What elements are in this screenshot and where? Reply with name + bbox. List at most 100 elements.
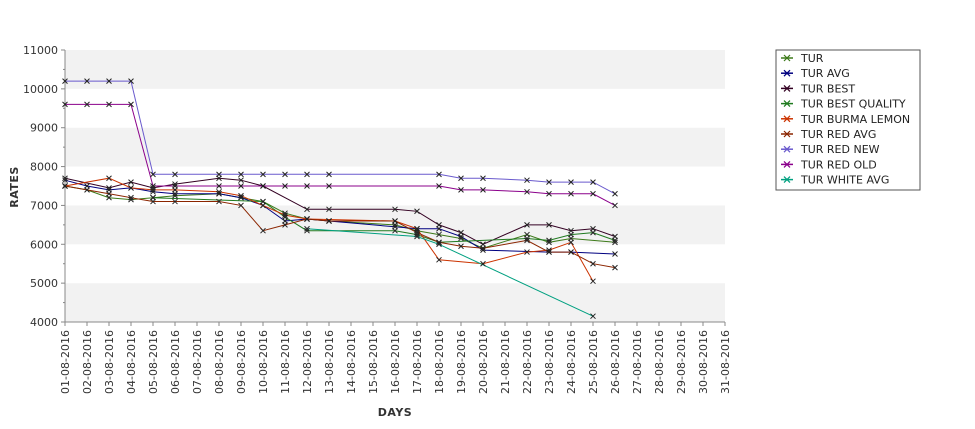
x-tick-label: 31-08-2016	[719, 330, 732, 394]
point-marker-stroke	[568, 239, 574, 246]
data-point	[304, 171, 310, 178]
x-tick-label: 13-08-2016	[323, 330, 336, 394]
data-point	[84, 101, 90, 108]
point-marker-stroke	[392, 218, 398, 224]
point-marker-stroke	[128, 194, 134, 201]
data-point	[546, 237, 552, 244]
point-marker-stroke	[84, 101, 90, 108]
y-tick-label: 7000	[30, 199, 58, 212]
legend-box	[775, 49, 921, 191]
data-point	[282, 183, 288, 189]
plot-band	[65, 244, 725, 284]
data-point	[524, 235, 530, 242]
point-marker-stroke	[128, 101, 134, 108]
point-marker-stroke	[524, 177, 530, 184]
data-point	[216, 190, 222, 197]
y-axis-title: RATES	[8, 166, 21, 208]
data-point	[238, 192, 244, 199]
data-point	[568, 179, 574, 185]
point-marker-stroke	[590, 179, 596, 185]
data-point	[62, 177, 68, 184]
legend-swatch-marker	[783, 69, 791, 77]
x-tick-label: 24-08-2016	[565, 330, 578, 394]
x-tick-label: 21-08-2016	[499, 330, 512, 394]
point-marker-stroke	[304, 225, 310, 232]
data-point	[568, 231, 574, 238]
y-tick-label: 10000	[23, 83, 58, 96]
legend-item: TUR BEST	[781, 82, 855, 95]
point-marker-stroke	[436, 241, 442, 248]
point-marker-stroke	[84, 183, 90, 189]
point-marker-stroke	[216, 183, 222, 189]
point-marker-stroke	[612, 202, 618, 209]
data-point	[150, 183, 156, 189]
legend-label: TUR AVG	[800, 67, 850, 80]
data-point	[238, 202, 244, 209]
point-marker-stroke	[546, 247, 552, 253]
data-point	[546, 179, 552, 185]
data-point	[414, 233, 420, 240]
point-marker-stroke	[238, 183, 244, 189]
point-marker-stroke	[392, 206, 398, 213]
data-point	[326, 171, 332, 178]
legend-label: TUR BURMA LEMON	[800, 113, 910, 126]
point-marker-stroke	[612, 237, 618, 244]
data-point	[238, 183, 244, 189]
point-marker-stroke	[62, 101, 68, 108]
x-tick-label: 17-08-2016	[411, 330, 424, 394]
legend-swatch-marker	[783, 115, 791, 123]
data-point	[480, 245, 486, 252]
point-marker-stroke	[172, 171, 178, 178]
series-line	[152, 197, 616, 243]
data-point	[128, 194, 134, 201]
data-point	[62, 78, 68, 84]
data-point	[84, 183, 90, 189]
x-tick-label: 27-08-2016	[631, 330, 644, 394]
point-marker-stroke	[480, 245, 486, 252]
legend-swatch-marker	[783, 54, 791, 62]
point-marker-stroke	[62, 175, 68, 182]
data-point	[458, 243, 464, 250]
data-point	[326, 183, 332, 189]
point-marker-stroke	[304, 227, 310, 234]
point-marker-stroke	[458, 235, 464, 242]
x-tick-label: 04-08-2016	[125, 330, 138, 394]
data-point	[590, 313, 596, 320]
point-marker-stroke	[62, 183, 68, 189]
data-point	[304, 227, 310, 234]
legend-swatch-marker	[783, 84, 791, 92]
x-tick-label: 10-08-2016	[257, 330, 270, 394]
x-tick-label: 25-08-2016	[587, 330, 600, 394]
data-point	[546, 247, 552, 253]
point-marker-stroke	[436, 171, 442, 178]
data-point	[436, 222, 442, 228]
x-tick-label: 07-08-2016	[191, 330, 204, 394]
data-point	[590, 229, 596, 236]
point-marker-stroke	[568, 249, 574, 255]
legend-label: TUR WHITE AVG	[800, 174, 889, 187]
point-marker-stroke	[590, 229, 596, 236]
data-point	[260, 183, 266, 189]
point-marker-stroke	[128, 179, 134, 185]
data-point	[128, 78, 134, 84]
point-marker-stroke	[612, 264, 618, 271]
data-point	[480, 175, 486, 182]
data-point	[458, 229, 464, 236]
point-marker-stroke	[524, 235, 530, 242]
point-marker-stroke	[524, 188, 530, 195]
data-point	[106, 101, 112, 108]
plot-bands	[65, 50, 725, 322]
point-marker-stroke	[172, 181, 178, 187]
point-marker-stroke	[480, 187, 486, 193]
data-point	[62, 101, 68, 108]
data-point	[150, 171, 156, 178]
point-marker-stroke	[304, 216, 310, 222]
data-point	[216, 188, 222, 195]
x-tick-label: 30-08-2016	[697, 330, 710, 394]
x-tick-label: 22-08-2016	[521, 330, 534, 394]
y-tick-label: 4000	[30, 316, 58, 329]
data-point	[590, 179, 596, 185]
legend-item: TUR RED AVG	[781, 128, 876, 141]
x-tick-label: 14-08-2016	[345, 330, 358, 394]
